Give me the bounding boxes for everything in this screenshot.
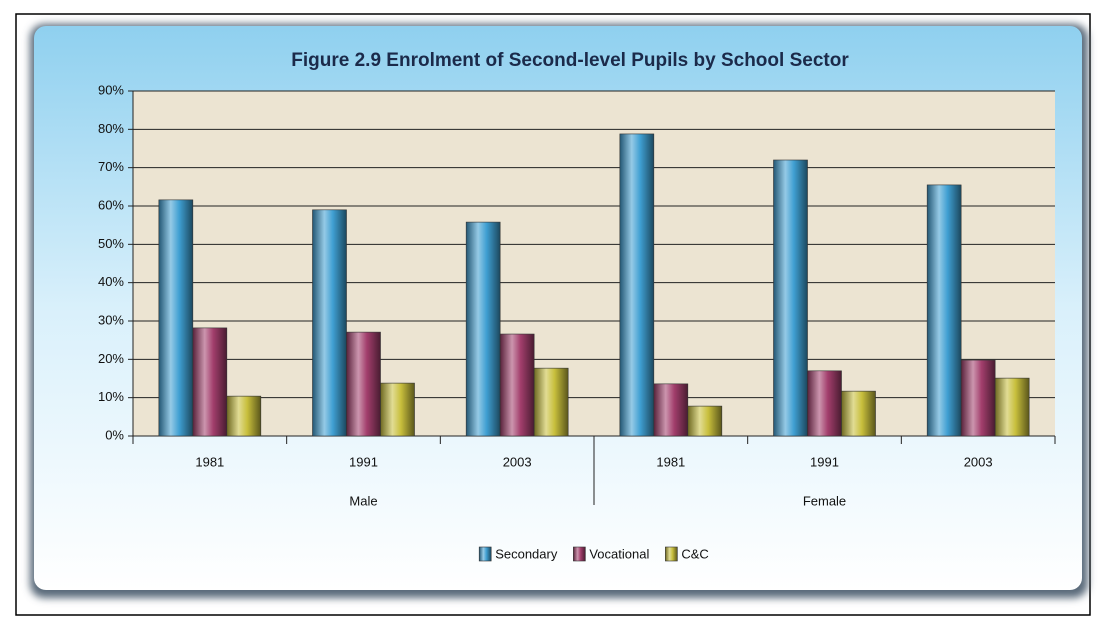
bar (158, 199, 194, 437)
bar (465, 221, 501, 437)
y-tick-label: 60% (98, 197, 124, 212)
x-tick-label: 2003 (964, 454, 993, 469)
x-tick-label: 1991 (810, 454, 839, 469)
bar (994, 377, 1030, 437)
legend-label: Secondary (495, 546, 558, 561)
y-tick-label: 0% (105, 427, 124, 442)
bar (926, 184, 962, 437)
legend-swatch (478, 546, 492, 562)
bar (346, 331, 381, 437)
bar (533, 367, 569, 437)
y-tick-label: 70% (98, 159, 124, 174)
bar (960, 359, 996, 437)
bar (312, 209, 347, 437)
group-label: Male (349, 493, 377, 508)
plot-area (133, 91, 1055, 436)
x-tick-label: 1991 (349, 454, 378, 469)
y-tick-label: 50% (98, 236, 124, 251)
bar (807, 370, 842, 437)
chart-title: Figure 2.9 Enrolment of Second-level Pup… (291, 50, 849, 71)
x-tick-label: 2003 (503, 454, 532, 469)
bar (773, 159, 808, 437)
bar (499, 333, 535, 437)
legend-swatch (665, 546, 678, 562)
legend-swatch (573, 546, 586, 562)
bar (226, 395, 262, 437)
y-tick-label: 10% (98, 389, 124, 404)
bar (687, 405, 723, 437)
bar (841, 390, 876, 437)
legend-label: C&C (681, 546, 708, 561)
group-label: Female (803, 493, 846, 508)
bar (619, 133, 655, 437)
legend-label: Vocational (589, 546, 649, 561)
bar (653, 383, 689, 437)
y-tick-label: 20% (98, 351, 124, 366)
x-tick-label: 1981 (656, 454, 685, 469)
x-tick-label: 1981 (195, 454, 224, 469)
y-tick-label: 40% (98, 274, 124, 289)
bar (380, 382, 415, 437)
y-tick-label: 80% (98, 121, 124, 136)
bar (192, 327, 228, 437)
y-tick-label: 30% (98, 312, 124, 327)
y-tick-label: 90% (98, 82, 124, 97)
outer-border (15, 13, 1091, 616)
